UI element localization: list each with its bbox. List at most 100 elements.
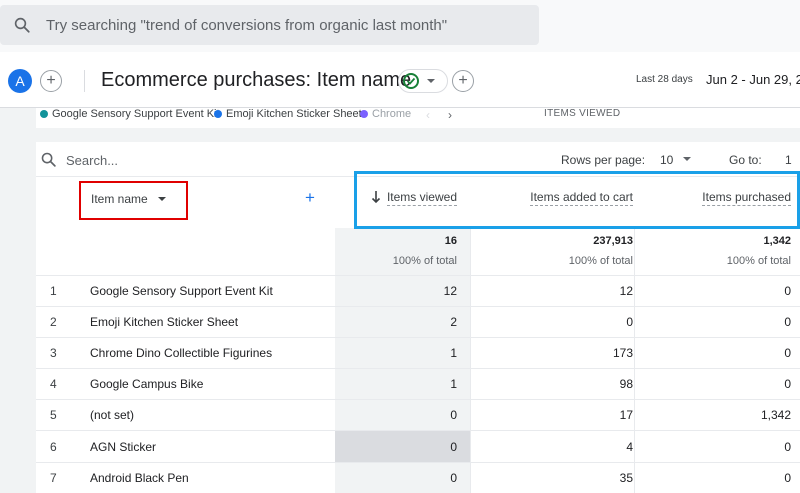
column-header-items-purchased[interactable]: Items purchased [702,190,791,206]
legend-label: Chrome [372,108,412,120]
search-icon [14,17,30,33]
add-comparison-button[interactable]: + [40,70,62,92]
check-circle-icon [403,73,419,89]
legend-prev-button[interactable]: ‹ [426,108,430,122]
global-search-bar[interactable]: Try searching "trend of conversions from… [0,5,539,45]
top-bar: Try searching "trend of conversions from… [0,0,800,52]
table-row[interactable]: 6 AGN Sticker 0 4 0 [36,431,800,462]
items-viewed-cell: 1 [450,346,457,360]
plus-icon: + [458,72,468,89]
items-purchased-cell: 0 [784,284,791,298]
items-added-cell: 12 [619,284,633,298]
item-name: AGN Sticker [90,440,157,454]
global-search-placeholder: Try searching "trend of conversions from… [46,16,448,34]
table-row[interactable]: 7 Android Black Pen 0 35 0 [36,462,800,493]
chevron-down-icon[interactable] [683,157,691,161]
items-viewed-cell: 12 [443,284,457,298]
total-pct: 100% of total [568,255,633,267]
items-viewed-cell: 2 [450,315,457,329]
divider [470,228,471,493]
legend-next-button[interactable]: › [448,108,452,122]
divider [36,399,800,400]
plus-icon: + [46,72,56,89]
table-row[interactable]: 1 Google Sensory Support Event Kit 12 12… [36,275,800,306]
items-added-cell: 98 [619,377,633,391]
legend-label: Emoji Kitchen Sticker Sheet [226,108,362,120]
table-search-input[interactable]: Search... [66,153,119,168]
row-index: 4 [50,377,57,391]
divider [634,228,635,493]
total-items-viewed: 16 [444,235,457,247]
goto-label: Go to: [729,153,762,167]
items-purchased-cell: 0 [784,315,791,329]
table-toolbar: Search... Rows per page: 10 Go to: 1 [36,142,800,176]
row-index: 1 [50,284,57,298]
rows-per-page-label: Rows per page: [561,153,646,167]
items-purchased-cell: 1,342 [760,408,791,422]
items-purchased-cell: 0 [784,346,791,360]
total-items-purchased: 1,342 [763,235,791,247]
page-title: Ecommerce purchases: Item name [101,69,412,91]
item-name: Google Sensory Support Event Kit [90,284,273,298]
item-name: Google Campus Bike [90,377,204,391]
legend-dot-icon [214,110,222,118]
legend-label: Google Sensory Support Event Kit [52,108,220,120]
column-header-items-added-to-cart[interactable]: Items added to cart [530,190,633,206]
annotation-red-box [79,181,188,220]
items-added-cell: 0 [626,315,633,329]
search-icon [41,152,56,167]
items-added-cell: 173 [612,346,633,360]
total-items-added: 237,913 [593,235,633,247]
row-index: 3 [50,346,57,360]
item-name: Android Black Pen [90,471,189,485]
total-pct: 100% of total [726,255,791,267]
items-viewed-cell: 1 [450,377,457,391]
items-viewed-cell: 0 [450,408,457,422]
items-viewed-cell: 0 [450,471,457,485]
divider [36,368,800,369]
divider [36,176,800,177]
legend-dot-icon [40,110,48,118]
divider [36,430,800,431]
row-index: 5 [50,408,57,422]
add-report-button[interactable]: + [452,70,474,92]
data-table: Search... Rows per page: 10 Go to: 1 Ite… [36,142,800,493]
report-status-dropdown[interactable] [398,69,448,93]
total-pct: 100% of total [392,255,457,267]
hovered-cell-highlight [335,431,470,462]
row-index: 7 [50,471,57,485]
add-dimension-button[interactable]: + [305,188,315,207]
divider [36,337,800,338]
chart-title: ITEMS VIEWED [544,108,621,119]
items-added-cell: 35 [619,471,633,485]
dimension-header-dropdown[interactable]: Item name [91,192,166,206]
avatar[interactable]: A [8,69,32,93]
arrow-down-icon [371,191,381,204]
goto-input[interactable]: 1 [785,153,792,167]
items-added-cell: 17 [619,408,633,422]
item-name: (not set) [90,408,135,422]
divider [36,462,800,463]
column-header-items-viewed[interactable]: Items viewed [386,190,457,206]
rows-per-page-select[interactable]: 10 [660,153,674,167]
legend-dot-icon [360,110,368,118]
report-header: A + Ecommerce purchases: Item name + Las… [0,52,800,108]
table-row[interactable]: 5 (not set) 0 17 1,342 [36,399,800,430]
date-range-label: Last 28 days [636,74,693,85]
date-range-picker[interactable]: Jun 2 - Jun 29, 20 [706,72,800,87]
legend-item[interactable]: Google Sensory Support Event Kit [40,108,220,120]
dimension-header-label: Item name [91,192,148,206]
items-viewed-cell: 0 [450,440,457,454]
table-row[interactable]: 3 Chrome Dino Collectible Figurines 1 17… [36,337,800,368]
divider [36,275,800,276]
annotation-blue-box [354,171,800,229]
legend-item[interactable]: Emoji Kitchen Sticker Sheet [214,108,362,120]
row-index: 2 [50,315,57,329]
items-added-cell: 4 [626,440,633,454]
item-name: Emoji Kitchen Sticker Sheet [90,315,239,329]
items-purchased-cell: 0 [784,377,791,391]
legend-item[interactable]: Chrome [360,108,411,120]
table-row[interactable]: 4 Google Campus Bike 1 98 0 [36,368,800,399]
divider [84,70,85,92]
table-row[interactable]: 2 Emoji Kitchen Sticker Sheet 2 0 0 [36,306,800,337]
